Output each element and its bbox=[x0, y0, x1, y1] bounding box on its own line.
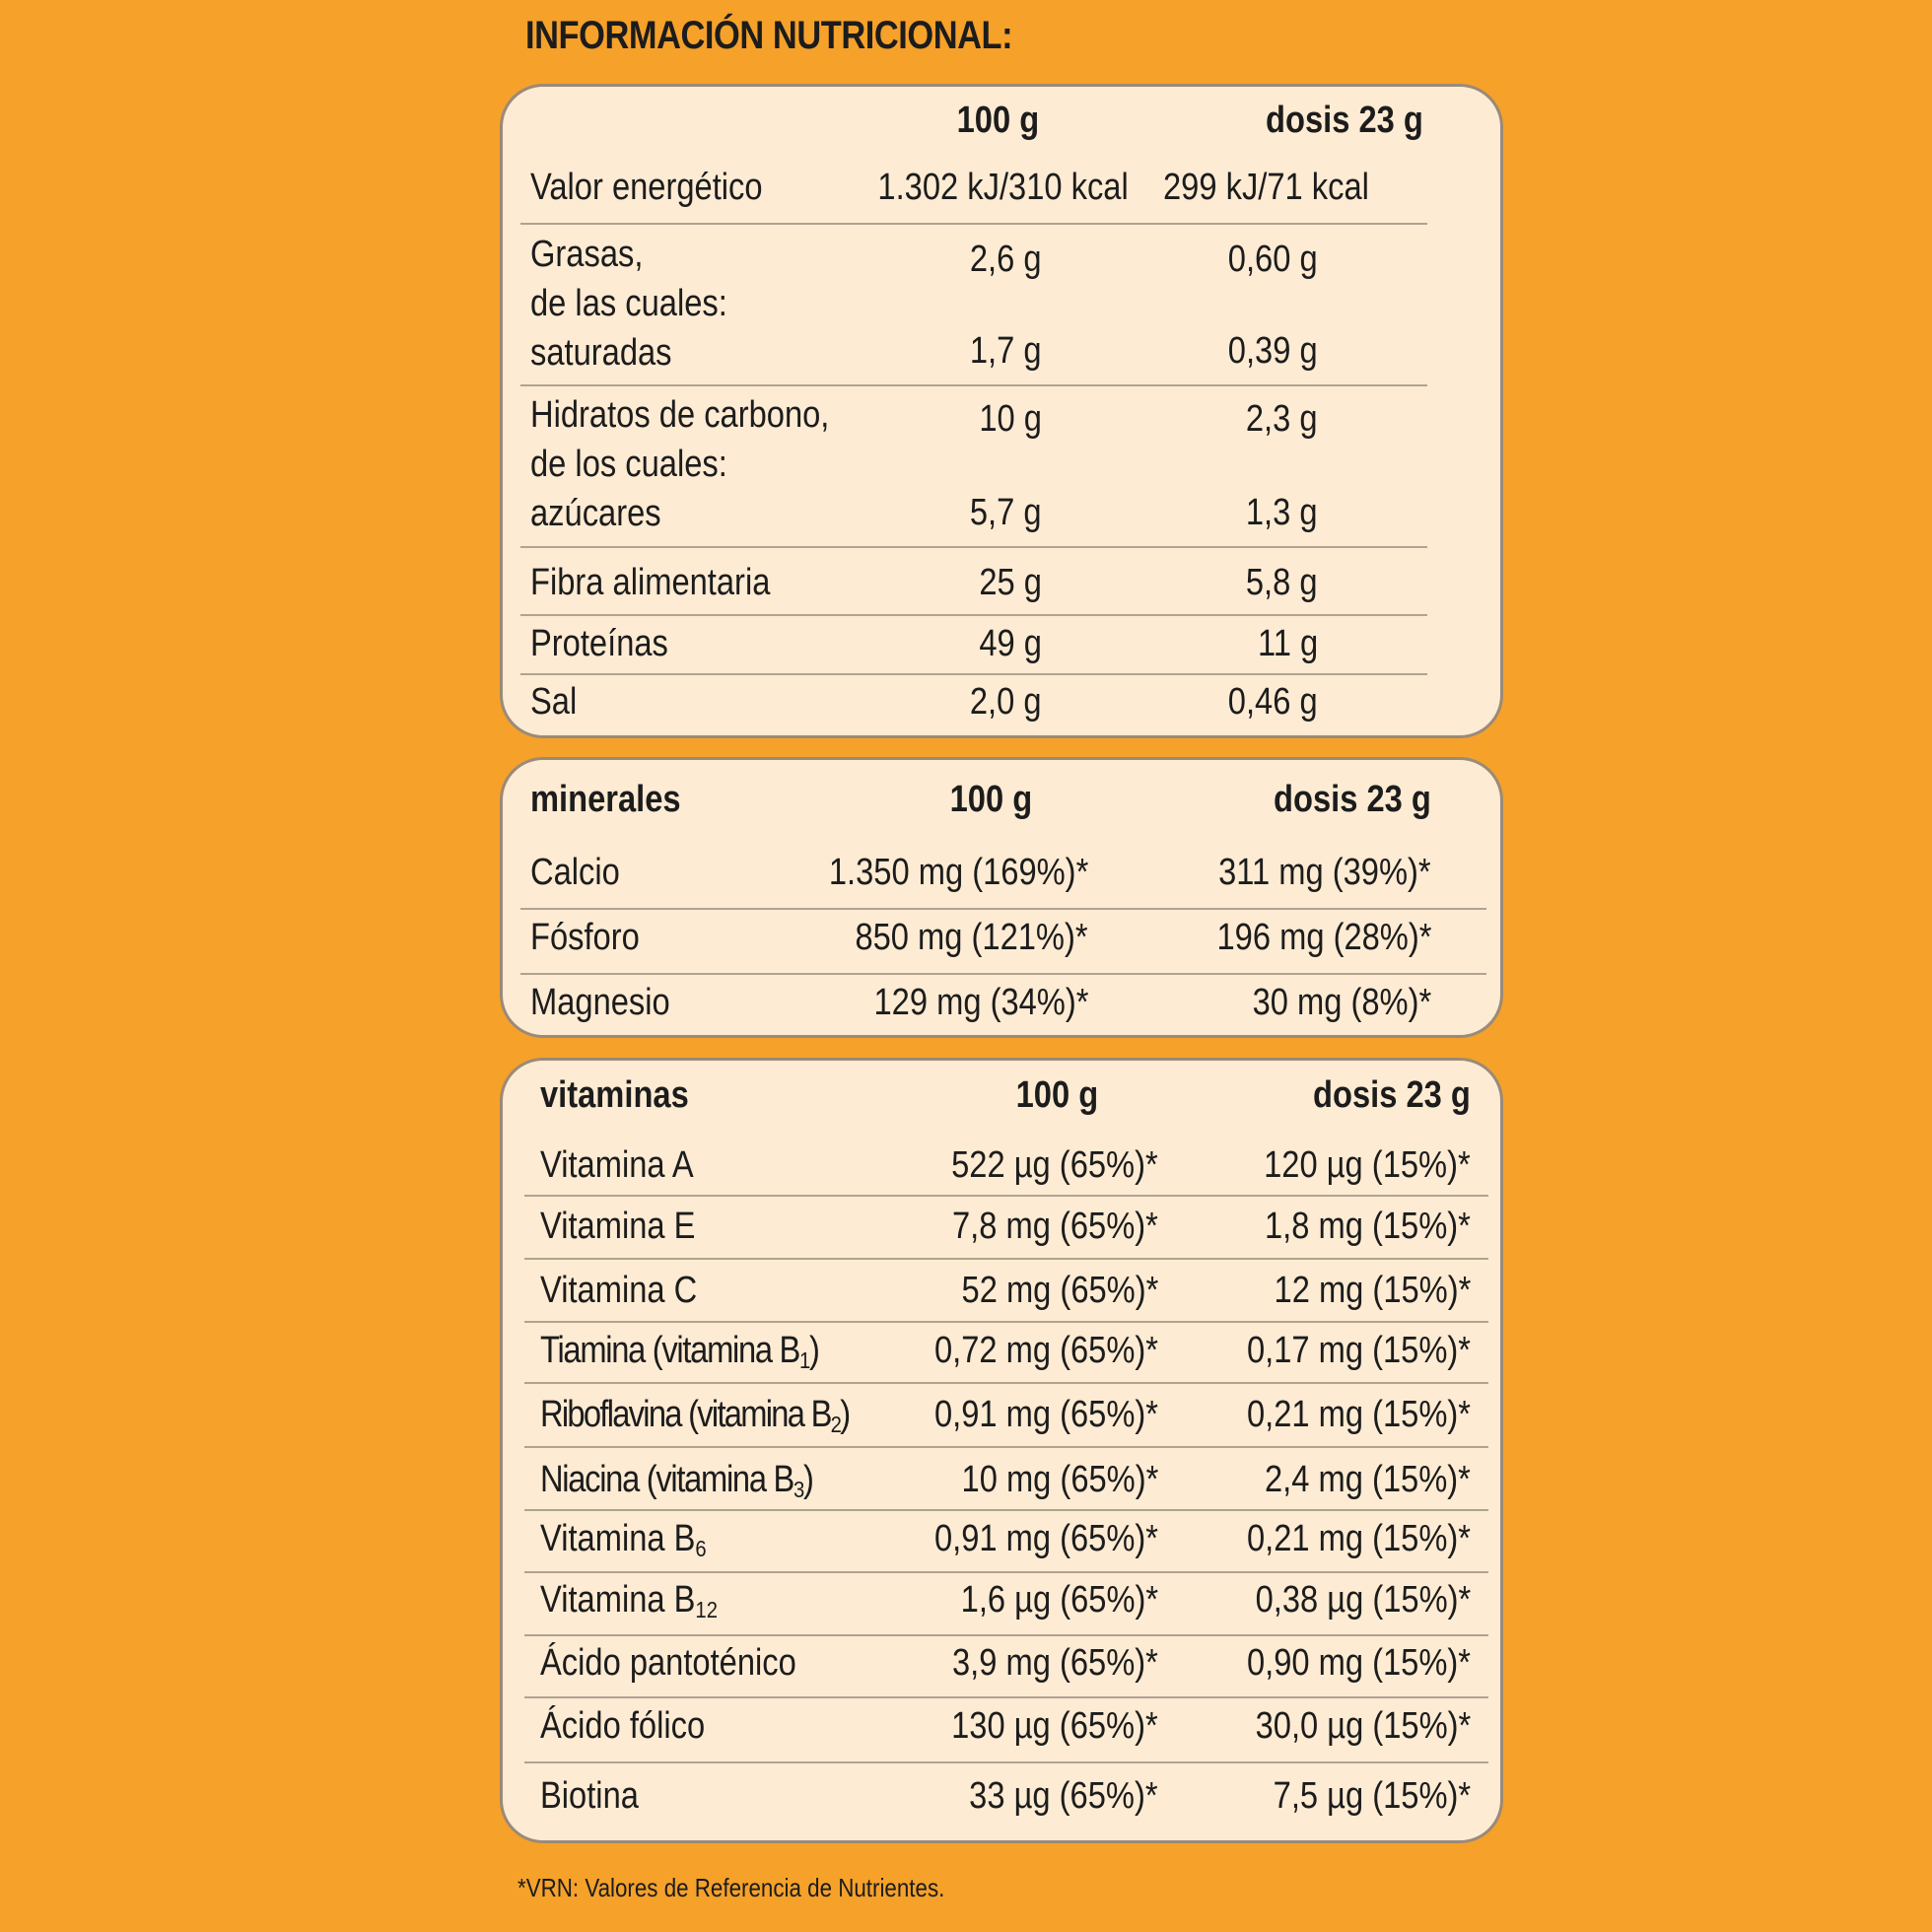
thiamine-dose: 0,17 mg (15%)* bbox=[1246, 1330, 1471, 1371]
fiber-label: Fibra alimentaria bbox=[530, 562, 771, 603]
biotin-dose: 7,5 µg (15%)* bbox=[1273, 1775, 1471, 1817]
row-divider bbox=[520, 973, 1486, 975]
salt-per100: 2,0 g bbox=[970, 681, 1042, 723]
biotin-per100: 33 µg (65%)* bbox=[969, 1775, 1158, 1817]
carbs-dose: 2,3 g bbox=[1246, 398, 1318, 440]
row-divider bbox=[520, 908, 1486, 910]
carbs-per100: 10 g bbox=[979, 398, 1042, 440]
folic-acid-per100: 130 µg (65%)* bbox=[951, 1705, 1158, 1747]
fat-sublabel: de las cuales: bbox=[530, 283, 727, 324]
fat-dose: 0,60 g bbox=[1228, 239, 1318, 280]
vitamins-heading: vitaminas bbox=[540, 1074, 689, 1116]
carbs-sublabel: de los cuales: bbox=[530, 444, 727, 485]
row-divider bbox=[524, 1258, 1488, 1260]
row-divider bbox=[524, 1446, 1488, 1448]
col-header-100g: 100 g bbox=[956, 100, 1039, 141]
sugars-label: azúcares bbox=[530, 493, 661, 534]
footnote: *VRN: Valores de Referencia de Nutriente… bbox=[518, 1873, 945, 1902]
vitamin-b12-label: Vitamina B12 bbox=[540, 1579, 718, 1622]
folic-acid-label: Ácido fólico bbox=[540, 1705, 706, 1747]
row-divider bbox=[524, 1382, 1488, 1384]
phosphorus-label: Fósforo bbox=[530, 917, 640, 958]
vitamin-c-per100: 52 mg (65%)* bbox=[961, 1270, 1158, 1311]
calcium-label: Calcio bbox=[530, 852, 620, 893]
vitamin-a-label: Vitamina A bbox=[540, 1144, 694, 1186]
row-divider bbox=[520, 223, 1427, 225]
riboflavin-dose: 0,21 mg (15%)* bbox=[1246, 1394, 1471, 1435]
vitamin-a-dose: 120 µg (15%)* bbox=[1264, 1144, 1471, 1186]
fat-label: Grasas, bbox=[530, 234, 644, 275]
carbs-label: Hidratos de carbono, bbox=[530, 394, 830, 436]
vitamin-e-label: Vitamina E bbox=[540, 1206, 696, 1247]
protein-per100: 49 g bbox=[979, 623, 1042, 664]
sugars-dose: 1,3 g bbox=[1246, 492, 1318, 533]
row-divider bbox=[520, 546, 1427, 548]
pantothenic-acid-dose: 0,90 mg (15%)* bbox=[1246, 1642, 1471, 1684]
fiber-per100: 25 g bbox=[979, 562, 1042, 603]
pantothenic-acid-per100: 3,9 mg (65%)* bbox=[952, 1642, 1158, 1684]
magnesium-per100: 129 mg (34%)* bbox=[873, 982, 1088, 1023]
col-header-dose: dosis 23 g bbox=[1266, 100, 1423, 141]
vitamin-b12-per100: 1,6 µg (65%)* bbox=[960, 1579, 1158, 1621]
riboflavin-per100: 0,91 mg (65%)* bbox=[933, 1394, 1158, 1435]
niacin-label: Niacina (vitamina B3) bbox=[540, 1459, 814, 1502]
page-title: INFORMACIÓN NUTRICIONAL: bbox=[525, 14, 1013, 57]
energy-per100: 1.302 kJ/310 kcal bbox=[877, 167, 1129, 208]
pantothenic-acid-label: Ácido pantoténico bbox=[540, 1642, 796, 1684]
protein-label: Proteínas bbox=[530, 623, 668, 664]
row-divider bbox=[524, 1696, 1488, 1698]
col-header-100g: 100 g bbox=[949, 779, 1032, 820]
vitamin-b6-per100: 0,91 mg (65%)* bbox=[933, 1518, 1158, 1559]
vitamin-c-label: Vitamina C bbox=[540, 1270, 698, 1311]
vitamin-c-dose: 12 mg (15%)* bbox=[1274, 1270, 1471, 1311]
vitamin-b12-dose: 0,38 µg (15%)* bbox=[1255, 1579, 1471, 1621]
row-divider bbox=[524, 1761, 1488, 1763]
salt-dose: 0,46 g bbox=[1228, 681, 1318, 723]
sugars-per100: 5,7 g bbox=[970, 492, 1042, 533]
riboflavin-label: Riboflavina (vitamina B2) bbox=[540, 1394, 851, 1437]
energy-dose: 299 kJ/71 kcal bbox=[1163, 167, 1369, 208]
biotin-label: Biotina bbox=[540, 1775, 639, 1817]
col-header-100g: 100 g bbox=[1015, 1074, 1098, 1116]
row-divider bbox=[524, 1321, 1488, 1323]
col-header-dose: dosis 23 g bbox=[1274, 779, 1431, 820]
thiamine-per100: 0,72 mg (65%)* bbox=[933, 1330, 1158, 1371]
niacin-dose: 2,4 mg (15%)* bbox=[1265, 1459, 1471, 1500]
vitamin-b6-dose: 0,21 mg (15%)* bbox=[1246, 1518, 1471, 1559]
calcium-dose: 311 mg (39%)* bbox=[1218, 852, 1431, 893]
row-divider bbox=[524, 1571, 1488, 1573]
vitamin-a-per100: 522 µg (65%)* bbox=[951, 1144, 1158, 1186]
salt-label: Sal bbox=[530, 681, 578, 723]
protein-dose: 11 g bbox=[1257, 623, 1318, 664]
row-divider bbox=[520, 384, 1427, 386]
row-divider bbox=[524, 1634, 1488, 1636]
fat-per100: 2,6 g bbox=[970, 239, 1042, 280]
saturated-label: saturadas bbox=[530, 332, 672, 374]
magnesium-dose: 30 mg (8%)* bbox=[1252, 982, 1431, 1023]
row-divider bbox=[520, 673, 1427, 675]
vitamin-e-per100: 7,8 mg (65%)* bbox=[952, 1206, 1158, 1247]
saturated-per100: 1,7 g bbox=[970, 330, 1042, 372]
nutrition-panel: 100 g dosis 23 g Valor energético 1.302 … bbox=[500, 84, 1503, 738]
row-divider bbox=[520, 614, 1427, 616]
fiber-dose: 5,8 g bbox=[1246, 562, 1318, 603]
folic-acid-dose: 30,0 µg (15%)* bbox=[1255, 1705, 1471, 1747]
row-divider bbox=[524, 1509, 1488, 1511]
minerals-panel: minerales 100 g dosis 23 g Calcio 1.350 … bbox=[500, 757, 1503, 1038]
magnesium-label: Magnesio bbox=[530, 982, 670, 1023]
phosphorus-dose: 196 mg (28%)* bbox=[1216, 917, 1431, 958]
minerals-heading: minerales bbox=[530, 779, 681, 820]
saturated-dose: 0,39 g bbox=[1228, 330, 1318, 372]
vitamin-b6-label: Vitamina B6 bbox=[540, 1518, 707, 1561]
energy-label: Valor energético bbox=[530, 167, 763, 208]
thiamine-label: Tiamina (vitamina B1) bbox=[540, 1330, 820, 1373]
calcium-per100: 1.350 mg (169%)* bbox=[828, 852, 1088, 893]
vitamin-e-dose: 1,8 mg (15%)* bbox=[1265, 1206, 1471, 1247]
niacin-per100: 10 mg (65%)* bbox=[961, 1459, 1158, 1500]
vitamins-panel: vitaminas 100 g dosis 23 g Vitamina A 52… bbox=[500, 1058, 1503, 1843]
phosphorus-per100: 850 mg (121%)* bbox=[855, 917, 1088, 958]
col-header-dose: dosis 23 g bbox=[1313, 1074, 1471, 1116]
row-divider bbox=[524, 1195, 1488, 1197]
